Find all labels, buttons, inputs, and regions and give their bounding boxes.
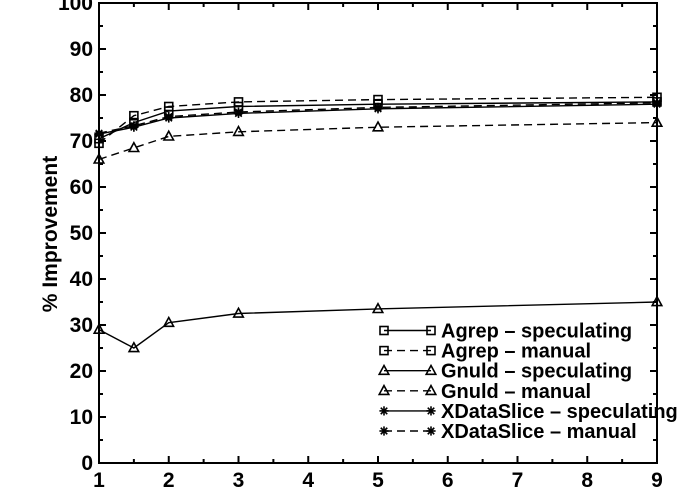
marker-agrep-manual-1 — [129, 110, 139, 121]
marker-xdataslice-manual-4 — [373, 102, 383, 113]
legend-marker-right-gnuld-manual — [424, 383, 438, 396]
y-tick-label-100: 100 — [58, 0, 93, 15]
y-tick-label-10: 10 — [70, 406, 93, 429]
series-line-xdataslice-speculating — [98, 103, 658, 135]
legend-marker-right-gnuld-speculating — [424, 363, 438, 376]
legend-label-gnuld-speculating: Gnuld – speculating — [441, 361, 632, 383]
x-tick-label-6: 6 — [442, 469, 454, 492]
y-tick-label-60: 60 — [70, 176, 93, 199]
marker-gnuld-manual-4 — [371, 120, 385, 132]
y-tick-label-0: 0 — [81, 452, 93, 475]
y-tick-label-40: 40 — [70, 268, 93, 291]
y-axis-ticks — [99, 2, 657, 464]
marker-gnuld-speculating-1 — [127, 341, 141, 353]
marker-gnuld-speculating-5 — [650, 295, 664, 307]
legend-entry-agrep-manual: Agrep – manual — [379, 341, 591, 363]
marker-gnuld-speculating-4 — [371, 302, 385, 314]
y-axis-title: % Improvement — [39, 156, 62, 312]
marker-gnuld-manual-3 — [232, 124, 245, 137]
legend-entry-agrep-speculating: Agrep – speculating — [379, 321, 632, 343]
y-tick-label-20: 20 — [70, 360, 93, 383]
legend-marker-left-gnuld-speculating — [377, 363, 391, 376]
legend-label-xdataslice-speculating: XDataSlice – speculating — [441, 401, 678, 423]
x-tick-label-3: 3 — [233, 469, 245, 492]
legend-marker-left-gnuld-manual — [377, 383, 391, 396]
x-tick-label-8: 8 — [581, 469, 593, 492]
x-tick-label-1: 1 — [93, 469, 105, 492]
marker-xdataslice-manual-2 — [164, 112, 174, 122]
series-line-gnuld-speculating — [98, 301, 658, 349]
legend-entry-gnuld-manual: Gnuld – manual — [377, 381, 591, 403]
legend-entry-gnuld-speculating: Gnuld – speculating — [377, 361, 632, 383]
legend-entry-xdataslice-speculating: XDataSlice – speculating — [379, 401, 678, 423]
legend-entry-xdataslice-manual: XDataSlice – manual — [379, 421, 637, 443]
marker-xdataslice-manual-0 — [94, 128, 104, 138]
series-markers-gnuld-manual — [92, 115, 664, 164]
marker-gnuld-manual-5 — [650, 115, 664, 127]
series-line-agrep-speculating — [98, 101, 658, 140]
y-tick-label-80: 80 — [70, 84, 93, 107]
legend-marker-right-agrep-manual — [426, 345, 436, 356]
marker-agrep-manual-3 — [233, 97, 244, 107]
series-line-gnuld-manual — [98, 121, 658, 161]
marker-agrep-manual-2 — [163, 101, 174, 112]
x-axis-ticks — [98, 3, 658, 463]
legend-marker-left-agrep-manual — [379, 345, 389, 356]
legend-marker-left-agrep-speculating — [379, 325, 389, 336]
marker-gnuld-manual-0 — [92, 152, 106, 164]
x-tick-label-9: 9 — [651, 469, 663, 492]
marker-gnuld-manual-2 — [162, 129, 175, 141]
legend-label-xdataslice-manual: XDataSlice – manual — [441, 421, 637, 443]
marker-xdataslice-manual-5 — [652, 98, 662, 108]
legend-marker-right-agrep-speculating — [426, 325, 436, 336]
marker-gnuld-manual-1 — [127, 141, 141, 153]
x-tick-label-4: 4 — [302, 469, 314, 492]
x-tick-label-2: 2 — [163, 469, 175, 492]
y-tick-label-90: 90 — [70, 38, 93, 61]
legend-label-agrep-manual: Agrep – manual — [441, 341, 591, 363]
legend-marker-left-xdataslice-speculating — [379, 406, 389, 416]
legend-label-agrep-speculating: Agrep – speculating — [441, 321, 632, 343]
legend-label-gnuld-manual: Gnuld – manual — [441, 381, 591, 403]
marker-xdataslice-manual-3 — [233, 107, 244, 117]
series-markers-agrep-manual — [94, 92, 662, 149]
y-tick-label-30: 30 — [70, 314, 93, 337]
x-tick-label-5: 5 — [372, 469, 384, 492]
series-markers-xdataslice-manual — [94, 98, 662, 138]
y-tick-label-50: 50 — [70, 222, 93, 245]
marker-gnuld-speculating-0 — [92, 322, 106, 334]
legend-marker-right-xdataslice-manual — [426, 426, 436, 436]
marker-agrep-manual-0 — [94, 138, 104, 149]
legend-marker-left-xdataslice-manual — [379, 426, 389, 436]
x-tick-label-7: 7 — [512, 469, 524, 492]
series-markers-gnuld-speculating — [92, 295, 664, 353]
marker-gnuld-speculating-3 — [232, 306, 245, 318]
marker-gnuld-speculating-2 — [162, 315, 175, 328]
marker-xdataslice-manual-1 — [129, 121, 139, 131]
legend-marker-right-xdataslice-speculating — [426, 406, 436, 416]
series-line-xdataslice-manual — [98, 102, 658, 134]
y-tick-label-70: 70 — [70, 130, 93, 153]
